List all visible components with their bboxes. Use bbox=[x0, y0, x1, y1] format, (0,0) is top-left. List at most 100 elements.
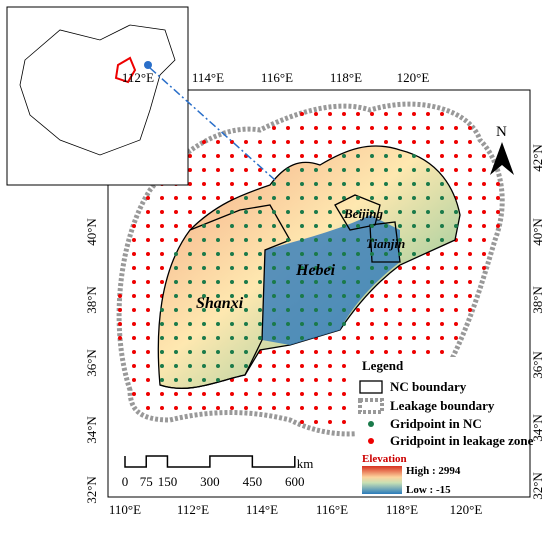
leak-dot bbox=[468, 266, 472, 270]
nc-dot bbox=[300, 252, 304, 256]
nc-dot bbox=[216, 224, 220, 228]
leak-dot bbox=[202, 154, 206, 158]
nc-dot bbox=[300, 308, 304, 312]
leak-dot bbox=[454, 308, 458, 312]
nc-dot bbox=[370, 224, 374, 228]
leak-dot bbox=[412, 294, 416, 298]
graticule-labels: 112°E 114°E 116°E 118°E 120°E 110°E 112°E 114°E… bbox=[84, 70, 545, 517]
nc-dot bbox=[174, 252, 178, 256]
nc-dot bbox=[258, 252, 262, 256]
nc-dot bbox=[272, 196, 276, 200]
lat-label: 38°N bbox=[84, 286, 99, 314]
leak-dot bbox=[132, 252, 136, 256]
leak-dot bbox=[314, 392, 318, 396]
legend-item: NC boundary bbox=[390, 379, 467, 394]
leak-dot bbox=[216, 182, 220, 186]
leak-dot bbox=[216, 196, 220, 200]
leak-dot bbox=[398, 112, 402, 116]
leak-dot bbox=[160, 224, 164, 228]
leak-dot bbox=[146, 266, 150, 270]
leak-dot bbox=[384, 294, 388, 298]
nc-dot bbox=[384, 168, 388, 172]
leak-dot bbox=[440, 140, 444, 144]
nc-dot bbox=[286, 252, 290, 256]
leak-dot bbox=[468, 140, 472, 144]
leak-dot bbox=[132, 266, 136, 270]
leak-dot bbox=[328, 378, 332, 382]
scale-label: 0 bbox=[122, 474, 129, 489]
leak-dot bbox=[426, 308, 430, 312]
leak-dot bbox=[468, 280, 472, 284]
nc-dot bbox=[160, 322, 164, 326]
leak-dot bbox=[160, 406, 164, 410]
leak-dot bbox=[426, 154, 430, 158]
leak-dot bbox=[272, 168, 276, 172]
leak-dot bbox=[482, 182, 486, 186]
lon-label: 118°E bbox=[330, 70, 362, 85]
leak-dot bbox=[440, 280, 444, 284]
nc-dot bbox=[272, 266, 276, 270]
leak-dot bbox=[188, 406, 192, 410]
nc-dot bbox=[356, 280, 360, 284]
leak-dot bbox=[244, 392, 248, 396]
leak-dot bbox=[412, 336, 416, 340]
nc-dot bbox=[188, 294, 192, 298]
nc-dot bbox=[440, 182, 444, 186]
leak-dot bbox=[146, 252, 150, 256]
nc-dot bbox=[314, 238, 318, 242]
nc-dot bbox=[412, 154, 416, 158]
leak-dot bbox=[342, 392, 346, 396]
inset-marker bbox=[144, 61, 152, 69]
leak-dot bbox=[146, 280, 150, 284]
legend-key bbox=[368, 438, 374, 444]
lat-label: 34°N bbox=[530, 414, 545, 442]
leak-dot bbox=[300, 364, 304, 368]
nc-dot bbox=[230, 238, 234, 242]
leak-dot bbox=[426, 280, 430, 284]
nc-dot bbox=[384, 224, 388, 228]
nc-dot bbox=[300, 210, 304, 214]
nc-dot bbox=[426, 182, 430, 186]
nc-dot bbox=[188, 266, 192, 270]
nc-dot bbox=[286, 196, 290, 200]
leak-dot bbox=[258, 154, 262, 158]
nc-dot bbox=[230, 308, 234, 312]
nc-dot bbox=[342, 238, 346, 242]
nc-dot bbox=[300, 168, 304, 172]
leak-dot bbox=[426, 126, 430, 130]
leak-dot bbox=[286, 378, 290, 382]
leak-dot bbox=[440, 154, 444, 158]
nc-dot bbox=[244, 322, 248, 326]
leak-dot bbox=[398, 126, 402, 130]
scale-label: 300 bbox=[200, 474, 220, 489]
nc-dot bbox=[174, 280, 178, 284]
region-label: Shanxi bbox=[196, 295, 244, 312]
lon-label: 114°E bbox=[246, 502, 278, 517]
leak-dot bbox=[482, 196, 486, 200]
leak-dot bbox=[468, 182, 472, 186]
nc-dot bbox=[328, 238, 332, 242]
leak-dot bbox=[356, 112, 360, 116]
leak-dot bbox=[454, 126, 458, 130]
leak-dot bbox=[426, 322, 430, 326]
nc-dot bbox=[216, 364, 220, 368]
leak-dot bbox=[300, 378, 304, 382]
leak-dot bbox=[398, 140, 402, 144]
leak-dot bbox=[146, 294, 150, 298]
leak-dot bbox=[398, 294, 402, 298]
leak-dot bbox=[342, 406, 346, 410]
nc-dot bbox=[384, 238, 388, 242]
leak-dot bbox=[314, 420, 318, 424]
leak-dot bbox=[440, 308, 444, 312]
leak-dot bbox=[244, 168, 248, 172]
leak-dot bbox=[202, 196, 206, 200]
nc-dot bbox=[244, 266, 248, 270]
leak-dot bbox=[398, 280, 402, 284]
nc-dot bbox=[202, 322, 206, 326]
leak-dot bbox=[272, 406, 276, 410]
nc-dot bbox=[202, 224, 206, 228]
nc-dot bbox=[300, 266, 304, 270]
nc-dot bbox=[272, 182, 276, 186]
nc-dot bbox=[188, 336, 192, 340]
nc-dot bbox=[258, 224, 262, 228]
